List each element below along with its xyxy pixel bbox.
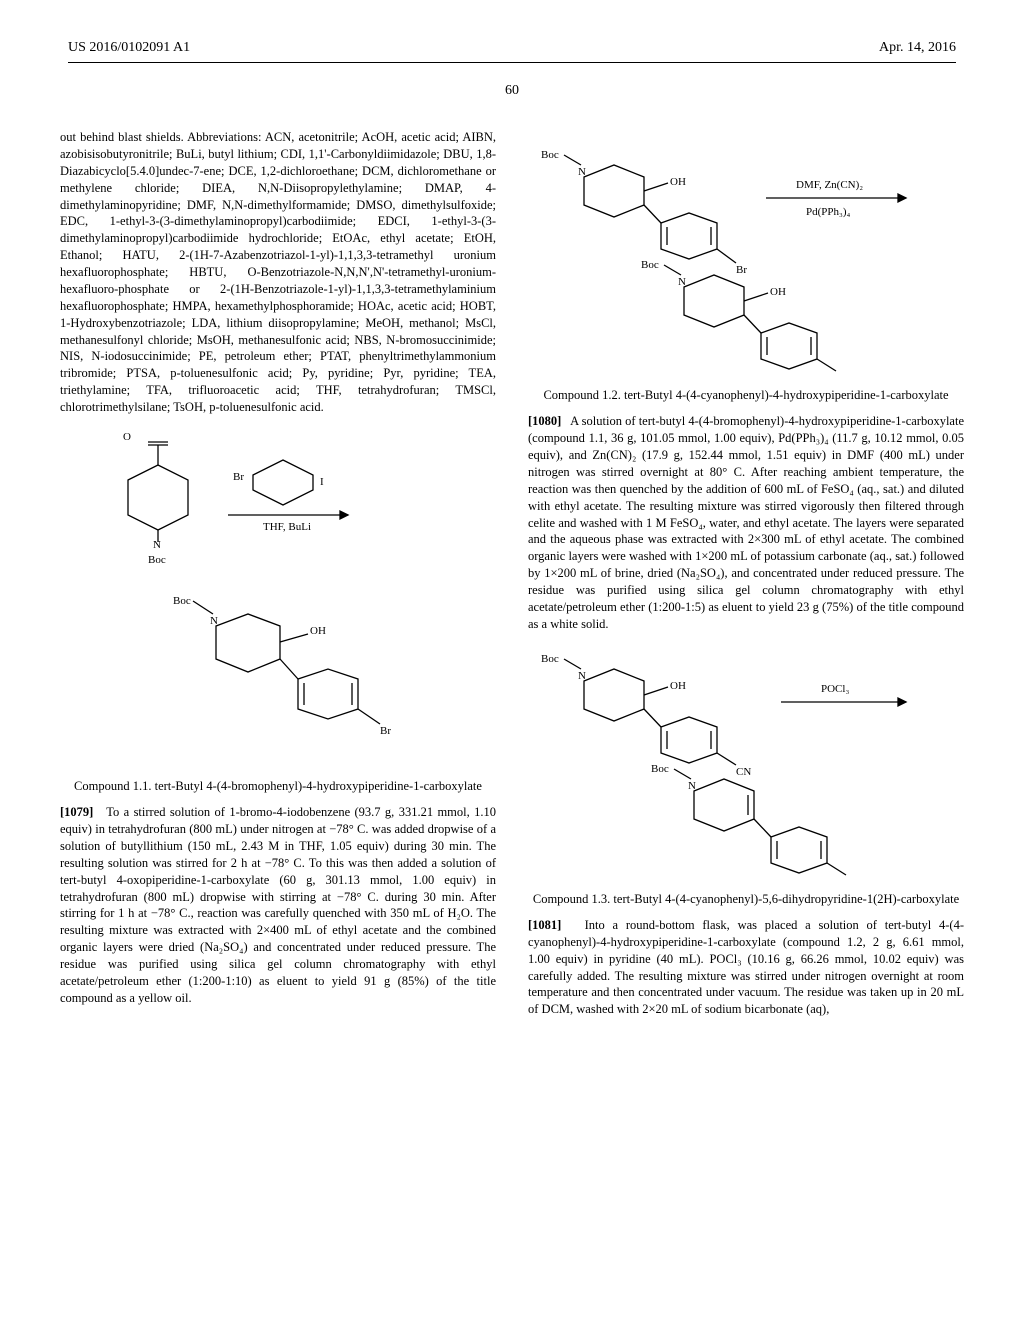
svg-text:OH: OH (770, 286, 786, 298)
para-text: A solution of tert-butyl 4-(4-bromopheny… (528, 414, 964, 631)
compound-1-2-title: Compound 1.2. tert-Butyl 4-(4-cyanopheny… (528, 387, 964, 403)
reagent-label-2a: DMF, Zn(CN)₂ (796, 179, 863, 191)
compound-1-1-title: Compound 1.1. tert-Butyl 4-(4-bromopheny… (60, 778, 496, 794)
paragraph-1081: [1081] Into a round-bottom flask, was pl… (528, 917, 964, 1018)
svg-text:Boc: Boc (641, 259, 659, 271)
svg-text:Boc: Boc (651, 763, 669, 775)
reaction-scheme-1: N Boc O Br I THF, BuLi (88, 430, 468, 570)
two-column-layout: out behind blast shields. Abbreviations:… (60, 129, 964, 1024)
svg-text:OH: OH (310, 625, 326, 637)
left-column: out behind blast shields. Abbreviations:… (60, 129, 496, 1024)
para-text: Into a round-bottom flask, was placed a … (528, 918, 964, 1016)
para-number: [1081] (528, 918, 561, 932)
svg-text:N: N (153, 539, 161, 551)
page-header: US 2016/0102091 A1 Apr. 14, 2016 (60, 40, 964, 56)
compound-1-1-structure: Boc N OH Br (148, 584, 408, 764)
svg-text:Boc: Boc (148, 554, 166, 566)
patent-number: US 2016/0102091 A1 (68, 40, 190, 56)
svg-text:CN: CN (836, 372, 851, 373)
reagent-label-1: THF, BuLi (263, 521, 311, 533)
reagent-label-3: POCl₃ (821, 683, 849, 695)
patent-page: US 2016/0102091 A1 Apr. 14, 2016 60 out … (0, 0, 1024, 1084)
reagent-label-2b: Pd(PPh₃)₄ (806, 206, 851, 218)
right-column: Boc N OH Br DMF, Zn(CN)₂ (528, 129, 964, 1024)
svg-text:Boc: Boc (173, 595, 191, 607)
compound-1-3-title: Compound 1.3. tert-Butyl 4-(4-cyanopheny… (528, 891, 964, 907)
paragraph-1080: [1080] A solution of tert-butyl 4-(4-bro… (528, 413, 964, 632)
svg-text:CN: CN (846, 876, 861, 877)
svg-text:Boc: Boc (541, 149, 559, 161)
svg-text:Boc: Boc (541, 653, 559, 665)
para-number: [1079] (60, 805, 93, 819)
para-number: [1080] (528, 414, 561, 428)
svg-text:Br: Br (736, 264, 747, 276)
svg-text:I: I (320, 476, 324, 488)
para-text: To a stirred solution of 1-bromo-4-iodob… (60, 805, 496, 1005)
abbreviations-paragraph: out behind blast shields. Abbreviations:… (60, 129, 496, 416)
paragraph-1079: [1079] To a stirred solution of 1-bromo-… (60, 804, 496, 1007)
publication-date: Apr. 14, 2016 (879, 40, 956, 56)
reaction-scheme-2: Boc N OH Br DMF, Zn(CN)₂ (536, 143, 956, 373)
header-rule (68, 62, 956, 63)
svg-text:Br: Br (233, 471, 244, 483)
svg-text:OH: OH (670, 176, 686, 188)
svg-text:CN: CN (736, 766, 751, 778)
reaction-scheme-3: Boc N OH CN POCl₃ (536, 647, 956, 877)
svg-text:Br: Br (380, 725, 391, 737)
svg-text:OH: OH (670, 680, 686, 692)
svg-text:O: O (123, 431, 131, 443)
page-number: 60 (60, 83, 964, 99)
